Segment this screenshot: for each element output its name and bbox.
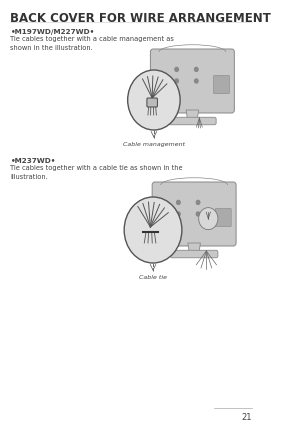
Circle shape	[175, 68, 178, 71]
Circle shape	[195, 79, 198, 83]
Circle shape	[128, 70, 180, 130]
Polygon shape	[188, 243, 200, 253]
Circle shape	[175, 79, 178, 83]
Text: BACK COVER FOR WIRE ARRANGEMENT: BACK COVER FOR WIRE ARRANGEMENT	[11, 12, 272, 25]
FancyBboxPatch shape	[214, 75, 230, 94]
Circle shape	[196, 201, 200, 204]
FancyBboxPatch shape	[152, 182, 236, 246]
Text: Tie cables together with a cable management as
shown in the illustration.: Tie cables together with a cable managem…	[11, 36, 174, 51]
FancyBboxPatch shape	[147, 98, 158, 107]
Text: Tie cables together with a cable tie as shown in the
illustration.: Tie cables together with a cable tie as …	[11, 165, 183, 180]
Text: 21: 21	[241, 413, 252, 422]
Circle shape	[177, 212, 180, 216]
Circle shape	[177, 201, 180, 204]
FancyBboxPatch shape	[170, 250, 218, 258]
FancyBboxPatch shape	[150, 49, 234, 113]
FancyBboxPatch shape	[169, 117, 216, 125]
Polygon shape	[186, 110, 199, 120]
Circle shape	[124, 197, 182, 263]
Circle shape	[195, 68, 198, 71]
Text: Cable management: Cable management	[123, 142, 185, 147]
Circle shape	[196, 212, 200, 216]
FancyBboxPatch shape	[215, 208, 231, 227]
Text: •M197WD/M227WD•: •M197WD/M227WD•	[11, 29, 95, 35]
Text: Cable tie: Cable tie	[139, 275, 167, 280]
Circle shape	[199, 208, 218, 230]
Text: •M237WD•: •M237WD•	[11, 158, 56, 164]
